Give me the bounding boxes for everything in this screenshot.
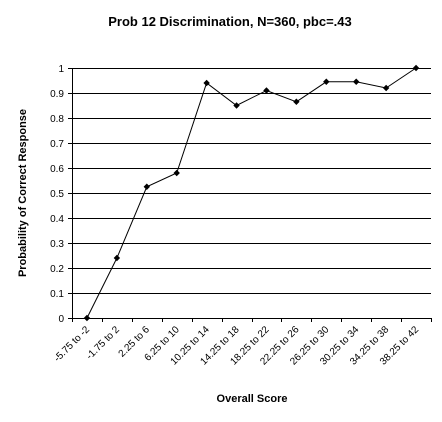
y-tick-labels: 0 0.1 0.2 0.3 0.4 0.5 0.6 0.7 0.8 0.9 1	[50, 64, 64, 325]
data-point	[382, 84, 390, 92]
x-tick-labels: -5.75 to -2-1.75 to 22.25 to 66.25 to 10…	[52, 318, 432, 368]
series	[83, 64, 420, 322]
series-line	[86, 67, 417, 319]
y-tick-label: 0.1	[50, 289, 64, 300]
x-tick-label: -5.75 to -2	[52, 324, 92, 364]
data-point	[412, 64, 420, 72]
y-axis-title: Probability of Correct Response	[17, 109, 29, 277]
y-tick-label: 0.5	[50, 189, 64, 200]
y-tick-label: 0.4	[50, 214, 64, 225]
y-tick-label: 0.7	[50, 139, 64, 150]
data-point	[323, 78, 330, 85]
y-tick-label: 0.6	[50, 164, 64, 175]
y-tick-label: 0.2	[50, 264, 64, 275]
gridlines	[68, 68, 431, 319]
y-tick-label: 0.8	[50, 114, 64, 125]
chart-title: Prob 12 Discrimination, N=360, pbc=.43	[108, 14, 351, 29]
data-point	[113, 254, 121, 262]
y-tick-label: 0.9	[50, 89, 64, 100]
data-point	[353, 78, 360, 85]
y-tick-label: 0.3	[50, 239, 64, 250]
data-point	[233, 102, 240, 109]
data-point	[263, 87, 270, 94]
y-tick-label: 1	[58, 64, 64, 75]
y-tick-label: 0	[58, 314, 64, 325]
data-point	[203, 79, 210, 87]
data-point	[83, 314, 91, 322]
x-axis-title: Overall Score	[217, 393, 288, 405]
data-point	[173, 169, 180, 177]
x-tick-label: -1.75 to 2	[84, 324, 122, 362]
data-point	[293, 98, 300, 105]
data-point	[143, 183, 150, 190]
